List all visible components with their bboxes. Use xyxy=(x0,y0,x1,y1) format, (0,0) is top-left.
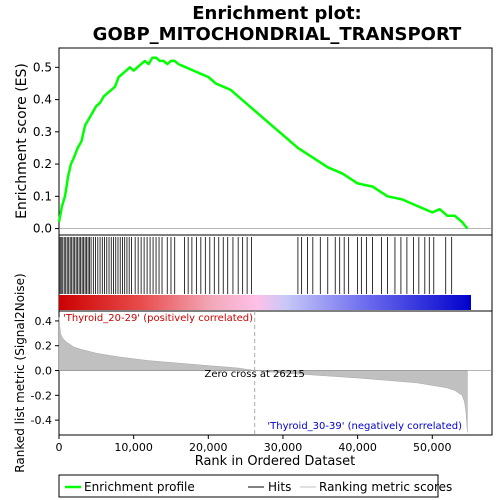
es-tick-label: 0.3 xyxy=(33,125,52,139)
metric-tick-label: 0.4 xyxy=(35,315,53,328)
legend-label-hits: Hits xyxy=(268,480,291,494)
es-tick-label: 0.1 xyxy=(33,189,52,203)
x-tick-label: 50,000 xyxy=(413,441,452,454)
legend-label-enrichment: Enrichment profile xyxy=(84,480,195,494)
negative-label: 'Thyroid_30-39' (negatively correlated) xyxy=(267,421,462,432)
es-axis-ticks: 0.0 0.1 0.2 0.3 0.4 0.5 xyxy=(33,60,59,236)
es-axis-label: Enrichment score (ES) xyxy=(14,63,30,219)
enrichment-profile-line xyxy=(57,56,469,230)
x-tick-label: 10,000 xyxy=(114,441,153,454)
x-tick-label: 40,000 xyxy=(338,441,377,454)
x-axis-label: Rank in Ordered Dataset xyxy=(195,454,356,469)
x-tick-label: 20,000 xyxy=(189,441,228,454)
legend-box xyxy=(58,474,439,498)
legend-label-metric: Ranking metric scores xyxy=(319,480,452,494)
chart-title-line2: GOBP_MITOCHONDRIAL_TRANSPORT xyxy=(93,24,462,45)
metric-axis-ticks: -0.4 -0.2 0.0 0.2 0.4 xyxy=(31,315,59,427)
hits-track xyxy=(59,237,453,294)
es-tick-label: 0.5 xyxy=(33,60,52,74)
x-tick-label: 30,000 xyxy=(264,441,303,454)
es-panel-frame xyxy=(58,47,493,312)
metric-tick-label: -0.2 xyxy=(31,389,52,402)
metric-axis-label: Ranked list metric (Signal2Noise) xyxy=(13,273,27,472)
ranking-metric-area xyxy=(58,317,468,433)
metric-tick-label: 0.2 xyxy=(35,340,53,353)
metric-tick-label: 0.0 xyxy=(35,365,53,378)
x-tick-label: 0 xyxy=(56,441,63,454)
zero-cross-label: Zero cross at 26215 xyxy=(205,369,305,380)
chart-title-line1: Enrichment plot: xyxy=(192,3,362,24)
es-tick-label: 0.0 xyxy=(33,222,52,236)
ranked-list-colorbar xyxy=(59,295,471,310)
metric-tick-label: -0.4 xyxy=(31,414,52,427)
x-axis-ticks: 0 10,000 20,000 30,000 40,000 50,000 xyxy=(56,435,452,454)
es-tick-label: 0.2 xyxy=(33,157,52,171)
positive-label: 'Thyroid_20-29' (positively correlated) xyxy=(63,313,253,324)
es-tick-label: 0.4 xyxy=(33,93,52,107)
